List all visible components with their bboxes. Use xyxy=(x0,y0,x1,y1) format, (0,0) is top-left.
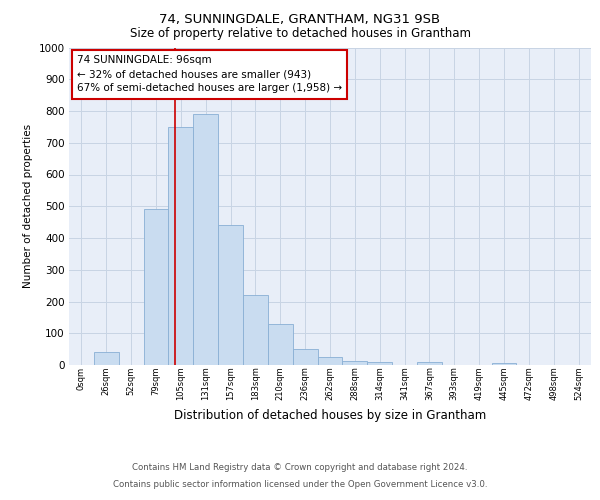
Text: 74, SUNNINGDALE, GRANTHAM, NG31 9SB: 74, SUNNINGDALE, GRANTHAM, NG31 9SB xyxy=(160,12,440,26)
Bar xyxy=(218,226,243,365)
Text: Contains public sector information licensed under the Open Government Licence v3: Contains public sector information licen… xyxy=(113,480,487,489)
Text: 74 SUNNINGDALE: 96sqm
← 32% of detached houses are smaller (943)
67% of semi-det: 74 SUNNINGDALE: 96sqm ← 32% of detached … xyxy=(77,56,342,94)
Bar xyxy=(293,349,317,365)
Bar xyxy=(491,363,517,365)
Bar xyxy=(169,127,193,365)
Bar xyxy=(343,361,367,365)
X-axis label: Distribution of detached houses by size in Grantham: Distribution of detached houses by size … xyxy=(174,408,486,422)
Y-axis label: Number of detached properties: Number of detached properties xyxy=(23,124,33,288)
Bar xyxy=(143,210,169,365)
Text: Contains HM Land Registry data © Crown copyright and database right 2024.: Contains HM Land Registry data © Crown c… xyxy=(132,464,468,472)
Bar xyxy=(417,362,442,365)
Bar xyxy=(94,352,119,365)
Bar xyxy=(317,357,343,365)
Bar xyxy=(268,324,293,365)
Bar xyxy=(193,114,218,365)
Text: Size of property relative to detached houses in Grantham: Size of property relative to detached ho… xyxy=(130,28,470,40)
Bar xyxy=(243,295,268,365)
Bar xyxy=(367,362,392,365)
